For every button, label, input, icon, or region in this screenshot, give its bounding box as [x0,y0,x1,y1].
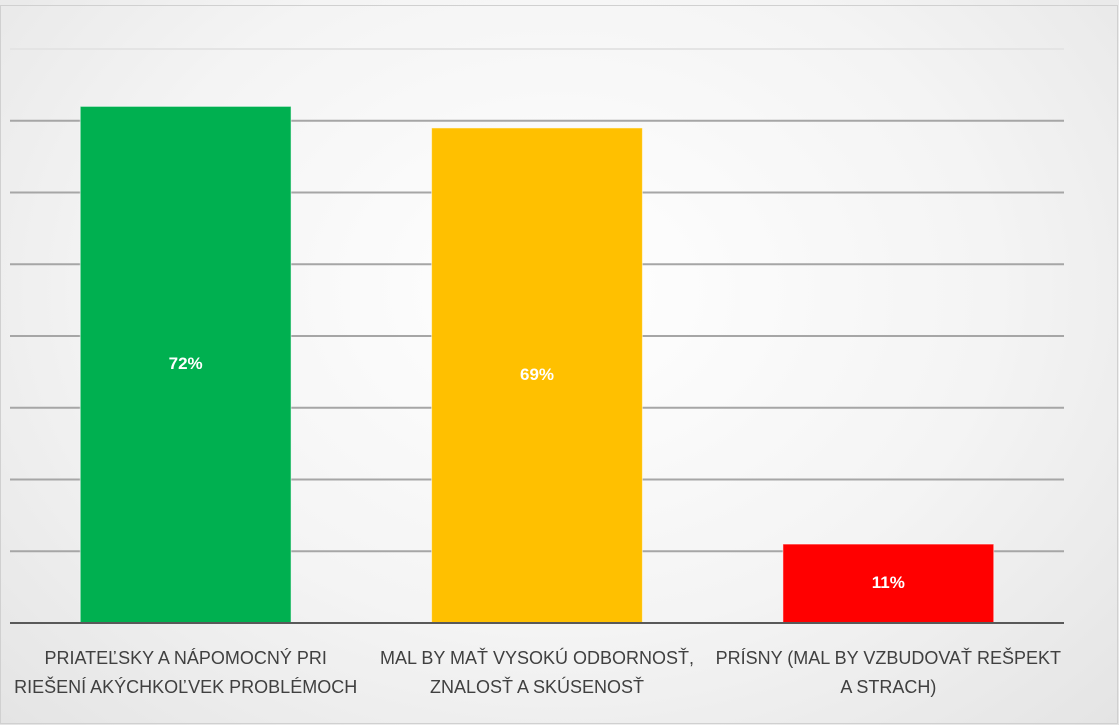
x-tick-label: MAL BY MAŤ VYSOKÚ ODBORNOSŤ, ZNALOSŤ A S… [379,648,695,697]
x-tick-label: PRIATEĽSKY A NÁPOMOCNÝ PRI RIEŠENÍ AKÝCH… [14,648,358,697]
bar [782,543,995,624]
value-label: 11% [872,573,905,592]
x-tick-label: PRÍSNY (MAL BY VZBUDOVAŤ REŠPEKT A STRAC… [715,648,1062,697]
chart-border [0,5,1118,724]
value-label: 72% [169,354,203,373]
value-label: 69% [520,365,554,384]
bar [79,105,292,624]
bar [431,127,643,624]
